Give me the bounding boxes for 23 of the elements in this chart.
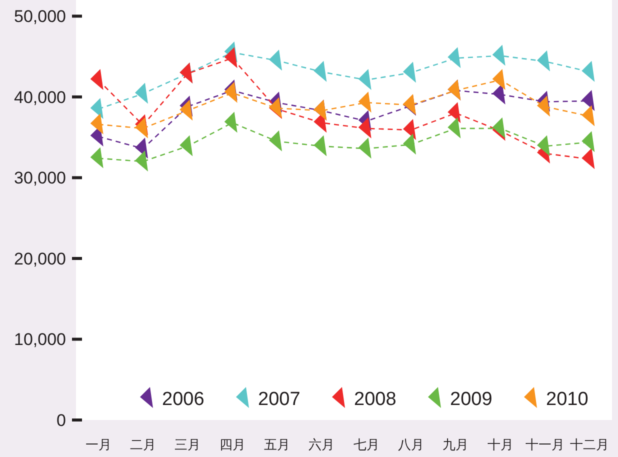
x-tick-label: 七月 [353, 437, 380, 452]
x-tick-label: 三月 [174, 437, 201, 452]
x-tick-label: 十一月 [526, 437, 564, 452]
y-tick-label: 50,000 [14, 7, 66, 26]
legend-label: 2008 [354, 389, 396, 410]
y-tick-label: 20,000 [14, 249, 66, 268]
x-tick-label: 二月 [130, 437, 156, 452]
x-tick-label: 四月 [219, 437, 246, 452]
x-tick-label: 八月 [398, 437, 424, 452]
y-tick-label: 40,000 [14, 88, 66, 107]
x-tick-label: 六月 [308, 437, 335, 452]
legend-label: 2010 [546, 389, 588, 410]
y-tick-label: 30,000 [14, 168, 66, 188]
legend-label: 2007 [258, 389, 300, 410]
x-tick-label: 一月 [85, 437, 112, 452]
x-tick-label: 九月 [442, 437, 469, 452]
x-tick-label: 十二月 [570, 437, 610, 452]
y-tick-label: 0 [56, 411, 66, 430]
y-tick-label: 10,000 [14, 330, 66, 350]
legend-label: 2006 [162, 389, 204, 410]
x-tick-label: 五月 [264, 437, 290, 452]
legend-label: 2009 [450, 389, 492, 410]
x-tick-label: 十月 [487, 437, 514, 452]
